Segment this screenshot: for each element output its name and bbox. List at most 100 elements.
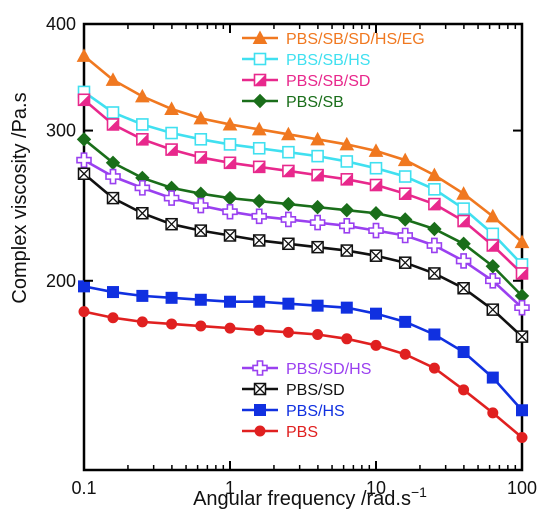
data-point: [428, 267, 441, 280]
data-point: [427, 221, 442, 237]
data-point: [457, 346, 470, 359]
data-point: [428, 197, 441, 211]
data-point: [282, 326, 294, 338]
data-point: [76, 48, 92, 62]
data-point: [194, 151, 208, 164]
data-point: [222, 190, 238, 206]
data-point: [340, 301, 353, 314]
data-point: [136, 118, 149, 131]
data-point: [105, 168, 121, 185]
data-point: [485, 259, 501, 274]
data-point: [340, 244, 354, 257]
data-point: [107, 286, 120, 299]
data-point: [194, 224, 208, 237]
legend-label: PBS/SB/SD: [286, 73, 370, 90]
data-point: [282, 164, 295, 178]
data-point: [428, 183, 441, 196]
data-point: [310, 131, 325, 146]
data-point: [253, 324, 265, 336]
legend-item: PBS/HS: [242, 403, 345, 420]
data-point: [105, 72, 121, 86]
series-pbs-sb-sd-hs-eg: [76, 48, 530, 249]
data-point: [457, 202, 470, 215]
data-point: [457, 282, 470, 295]
legend-marker: [254, 404, 266, 416]
data-point: [515, 267, 529, 280]
data-point: [486, 227, 500, 241]
legend-item: PBS/SD/HS: [242, 360, 371, 378]
data-point: [514, 299, 530, 316]
data-point: [77, 93, 91, 107]
data-point: [428, 328, 441, 341]
legend-label: PBS/SD: [286, 382, 345, 399]
data-point: [251, 193, 267, 209]
data-point: [311, 240, 324, 254]
legend-label: PBS/HS: [286, 403, 345, 420]
data-point: [486, 303, 500, 316]
data-point: [195, 320, 207, 332]
series-line: [83, 90, 523, 266]
series-layer: [76, 48, 530, 444]
data-point: [222, 203, 238, 220]
x-tick-label: 100: [507, 478, 537, 498]
data-point: [397, 227, 414, 244]
data-point: [312, 328, 324, 340]
data-point: [281, 196, 296, 212]
data-point: [339, 202, 355, 218]
data-point: [282, 237, 295, 251]
data-point: [136, 289, 149, 302]
data-point: [516, 404, 528, 417]
series-line: [83, 98, 523, 275]
series-pbs-sd-hs: [76, 152, 530, 316]
data-point: [165, 291, 178, 304]
x-tick-label: 10: [366, 478, 386, 498]
data-point: [252, 234, 266, 247]
data-point: [310, 199, 325, 215]
data-point: [485, 208, 501, 223]
data-point: [194, 133, 208, 146]
data-point: [106, 118, 120, 131]
legend-item: PBS: [242, 424, 318, 441]
data-point: [165, 126, 178, 140]
legend-label: PBS/SB/SD/HS/EG: [286, 31, 425, 48]
y-axis-label: Complex viscosity /Pa.s: [9, 92, 31, 303]
series-pbs: [78, 306, 528, 444]
data-point: [399, 348, 411, 360]
series-pbs-sb-sd: [77, 93, 529, 280]
legend-item: PBS/SD: [242, 382, 345, 399]
legend-marker: [253, 73, 267, 87]
data-point: [368, 143, 384, 157]
data-point: [339, 136, 355, 151]
legend-item: PBS/SB/SD: [242, 73, 370, 90]
data-point: [251, 121, 267, 136]
data-point: [106, 106, 120, 119]
data-point: [136, 133, 149, 146]
legend-label: PBS/SB/HS: [286, 52, 370, 69]
axis-layer: 0.1 1 10 100 200 300 400: [46, 14, 537, 498]
x-tick-label: 1: [225, 478, 235, 498]
data-point: [368, 222, 384, 239]
data-point: [166, 318, 178, 330]
data-point: [76, 152, 92, 168]
data-point: [368, 206, 384, 221]
legend-marker: [252, 93, 268, 109]
data-point: [252, 141, 266, 155]
series-line: [83, 172, 523, 338]
data-point: [426, 237, 443, 254]
data-point: [486, 371, 499, 384]
data-point: [341, 333, 353, 345]
data-point: [222, 116, 238, 131]
data-point: [340, 155, 354, 168]
data-point: [223, 229, 237, 242]
data-point: [398, 256, 412, 269]
data-point: [193, 110, 209, 125]
data-point: [282, 145, 295, 159]
data-point: [456, 186, 471, 200]
data-point: [340, 173, 354, 186]
data-point: [107, 312, 119, 324]
series-pbs-hs: [78, 280, 528, 417]
data-point: [514, 234, 530, 249]
legend-marker: [252, 360, 268, 376]
data-point: [311, 299, 324, 312]
data-point: [76, 132, 92, 147]
